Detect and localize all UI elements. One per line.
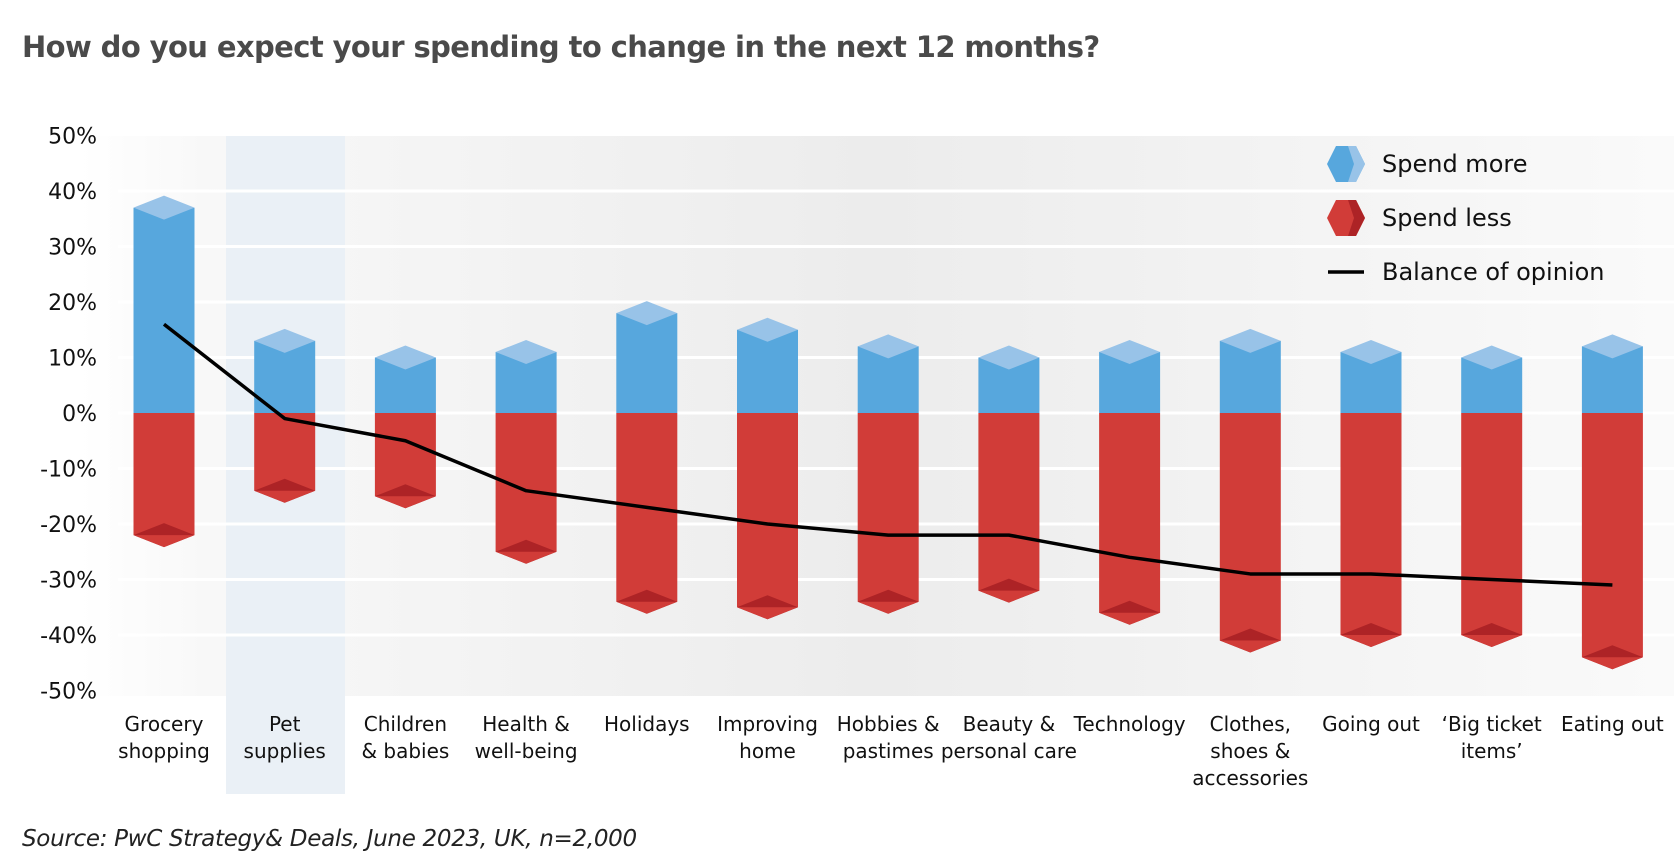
bar-spend-more-top bbox=[857, 334, 919, 359]
bar-spend-more-top bbox=[737, 317, 798, 342]
bar-group bbox=[1099, 339, 1161, 625]
bar-group bbox=[495, 339, 557, 564]
y-tick-label: -30% bbox=[40, 569, 97, 594]
x-category-label: Pet supplies bbox=[244, 712, 326, 763]
legend-spend-more-label: Spend more bbox=[1382, 150, 1527, 178]
bar-group bbox=[1581, 334, 1643, 670]
legend-item-balance: Balance of opinion bbox=[1328, 258, 1604, 286]
bar-group bbox=[857, 334, 919, 614]
y-tick-label: -20% bbox=[40, 513, 97, 538]
bar-spend-less bbox=[1219, 413, 1281, 641]
legend-spend-less-icon bbox=[1327, 200, 1365, 236]
bar-group bbox=[1340, 339, 1402, 647]
bar-spend-less bbox=[1340, 413, 1402, 635]
bar-spend-more-top bbox=[616, 301, 678, 326]
bar-spend-more-top bbox=[1340, 339, 1402, 364]
bar-group bbox=[133, 195, 195, 548]
legend-spend-less-hex-side bbox=[1348, 200, 1365, 236]
x-category-label: Holidays bbox=[604, 712, 690, 736]
bar-spend-less-edge bbox=[133, 535, 195, 548]
bar-spend-less-edge bbox=[616, 601, 678, 614]
bar-group bbox=[978, 345, 1040, 603]
bar-group bbox=[1219, 328, 1281, 653]
x-category-label: Hobbies & pastimes bbox=[837, 712, 940, 763]
y-tick-label: 50% bbox=[48, 125, 97, 150]
bar-spend-less bbox=[254, 413, 316, 491]
bar-spend-less bbox=[133, 413, 195, 536]
bar-spend-less bbox=[374, 413, 436, 497]
legend: Spend more Spend less Balance of opinion bbox=[1327, 146, 1604, 286]
x-category-label: Technology bbox=[1073, 712, 1186, 736]
bar-spend-more-top bbox=[1219, 328, 1281, 353]
x-category-label: Health & well-being bbox=[475, 712, 578, 763]
bar-spend-more-top bbox=[1461, 345, 1523, 370]
legend-spend-less-label: Spend less bbox=[1382, 204, 1512, 232]
bar-spend-less bbox=[737, 413, 798, 608]
bar-spend-less bbox=[857, 413, 919, 602]
y-tick-label: 40% bbox=[48, 180, 97, 205]
x-category-label: Going out bbox=[1322, 712, 1420, 736]
bar-spend-less-edge bbox=[1340, 635, 1402, 647]
bar-spend-less-edge bbox=[857, 601, 919, 614]
bar-group bbox=[737, 317, 798, 620]
bar-spend-more-top bbox=[495, 339, 557, 364]
bar-spend-less-edge bbox=[1461, 635, 1523, 647]
bar-spend-more-top bbox=[978, 345, 1040, 370]
bar-group bbox=[1461, 345, 1523, 647]
x-category-label: Children & babies bbox=[361, 712, 449, 763]
y-tick-label: 10% bbox=[48, 347, 97, 372]
bar-spend-less bbox=[1099, 413, 1161, 613]
bar-spend-less-edge bbox=[978, 590, 1040, 603]
y-tick-label: 20% bbox=[48, 291, 97, 316]
x-category-label: Beauty & personal care bbox=[941, 712, 1077, 763]
y-tick-label: 30% bbox=[48, 236, 97, 261]
bar-spend-less-edge bbox=[1219, 640, 1281, 653]
bar-group bbox=[374, 345, 436, 509]
source-note: Source: PwC Strategy& Deals, June 2023, … bbox=[22, 826, 637, 852]
y-tick-label: -50% bbox=[40, 680, 97, 705]
bar-spend-more bbox=[616, 313, 678, 413]
bar-group bbox=[254, 328, 316, 503]
y-tick-label: -10% bbox=[40, 458, 97, 483]
legend-item-spend-more: Spend more bbox=[1327, 146, 1527, 182]
bar-spend-more-top bbox=[254, 328, 316, 353]
bar-spend-less-edge bbox=[254, 490, 316, 503]
bar-spend-more bbox=[133, 207, 195, 413]
x-category-label: Eating out bbox=[1561, 712, 1664, 736]
bar-spend-less-edge bbox=[1581, 657, 1643, 670]
y-axis-ticks: 50% 40% 30% 20% 10% 0% -10% -20% -30% -40% -50% bbox=[40, 125, 97, 705]
x-category-label: Clothes, shoes & accessories bbox=[1192, 712, 1308, 790]
x-category-label: ‘Big ticket items’ bbox=[1442, 712, 1542, 763]
bar-spend-more-top bbox=[1099, 339, 1161, 364]
bar-spend-more bbox=[737, 329, 798, 413]
x-category-label: Grocery shopping bbox=[118, 712, 210, 763]
bar-spend-less bbox=[1581, 413, 1643, 658]
y-tick-label: 0% bbox=[62, 402, 97, 427]
x-category-label: Improving home bbox=[717, 712, 818, 763]
category-labels: Grocery shopping Pet supplies Children & babi… bbox=[118, 712, 1664, 790]
bar-group bbox=[616, 301, 678, 614]
legend-item-spend-less: Spend less bbox=[1327, 200, 1512, 236]
bar-spend-more-top bbox=[1581, 334, 1643, 359]
bar-spend-more bbox=[1219, 340, 1281, 413]
bar-spend-more-top bbox=[133, 195, 195, 220]
legend-spend-more-icon bbox=[1327, 146, 1365, 182]
legend-spend-more-hex-side bbox=[1348, 146, 1365, 182]
bar-spend-more-top bbox=[374, 345, 436, 370]
bar-spend-less-edge bbox=[495, 551, 557, 564]
bar-spend-less bbox=[978, 413, 1040, 591]
balance-line-layer bbox=[162, 322, 1613, 587]
bar-spend-less-edge bbox=[1099, 612, 1161, 625]
legend-balance-label: Balance of opinion bbox=[1382, 258, 1604, 286]
bar-spend-less bbox=[1461, 413, 1523, 635]
chart-title: How do you expect your spending to chang… bbox=[22, 30, 1100, 64]
bar-spend-less-edge bbox=[737, 607, 798, 620]
bar-spend-less-edge bbox=[374, 496, 436, 509]
bars bbox=[133, 195, 1643, 670]
y-tick-label: -40% bbox=[40, 624, 97, 649]
